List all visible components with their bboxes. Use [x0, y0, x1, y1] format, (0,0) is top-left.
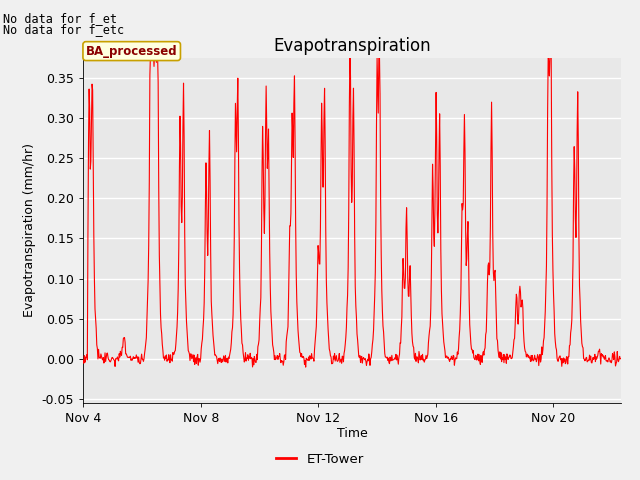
Text: No data for f_et: No data for f_et [3, 12, 117, 25]
Legend: ET-Tower: ET-Tower [271, 447, 369, 471]
Title: Evapotranspiration: Evapotranspiration [273, 36, 431, 55]
Text: BA_processed: BA_processed [86, 45, 177, 58]
X-axis label: Time: Time [337, 427, 367, 440]
Text: No data for f_etc: No data for f_etc [3, 23, 124, 36]
Y-axis label: Evapotranspiration (mm/hr): Evapotranspiration (mm/hr) [23, 144, 36, 317]
